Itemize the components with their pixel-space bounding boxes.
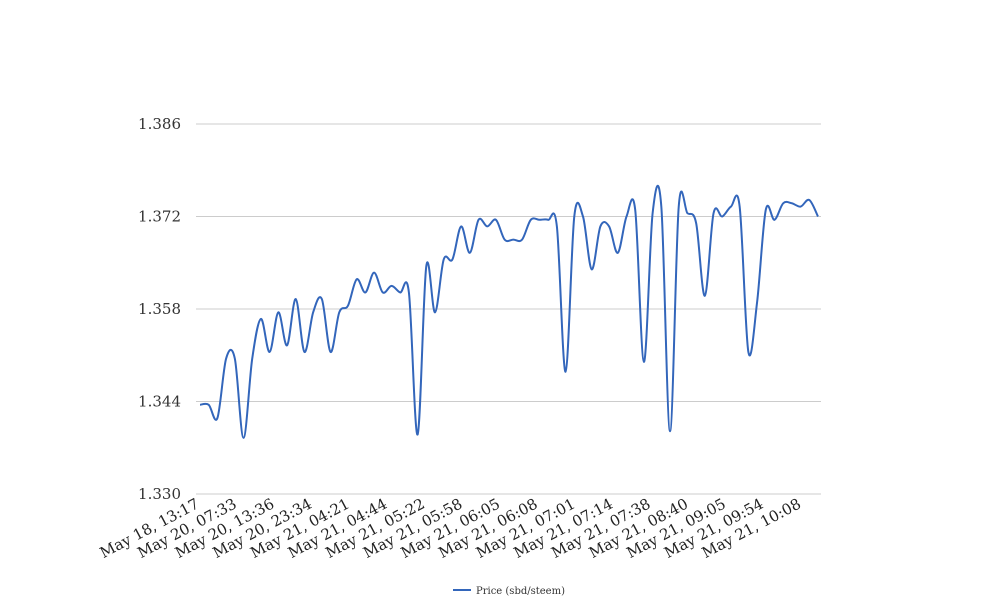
data-point[interactable] [233, 357, 237, 361]
y-tick-label: 1.372 [138, 208, 181, 226]
data-point[interactable] [285, 343, 289, 347]
data-point[interactable] [616, 251, 620, 255]
y-axis-ticks: 1.386 1.372 1.358 1.344 1.330 [138, 115, 181, 503]
data-point[interactable] [207, 403, 211, 407]
y-tick-label: 1.330 [138, 485, 181, 503]
data-point[interactable] [790, 201, 794, 205]
data-point[interactable] [677, 205, 681, 209]
data-point[interactable] [642, 360, 646, 364]
data-point[interactable] [581, 215, 585, 219]
data-point[interactable] [781, 201, 785, 205]
data-point[interactable] [694, 221, 698, 225]
data-point[interactable] [320, 297, 324, 301]
data-point[interactable] [520, 238, 524, 242]
data-point[interactable] [685, 211, 689, 215]
series-line [199, 184, 819, 439]
data-point[interactable] [337, 310, 341, 314]
data-point[interactable] [276, 310, 280, 314]
y-tick-label: 1.386 [138, 115, 181, 133]
data-point[interactable] [363, 290, 367, 294]
data-point[interactable] [772, 218, 776, 222]
data-point[interactable] [459, 224, 463, 228]
data-point[interactable] [564, 370, 568, 374]
data-point[interactable] [433, 310, 437, 314]
data-point[interactable] [746, 350, 750, 354]
grid-lines [196, 123, 821, 495]
data-point[interactable] [259, 317, 263, 321]
data-point[interactable] [355, 277, 359, 281]
data-point[interactable] [346, 304, 350, 308]
data-point[interactable] [198, 403, 202, 407]
series-layer [198, 184, 820, 440]
data-point[interactable] [607, 224, 611, 228]
data-point[interactable] [712, 211, 716, 215]
data-point[interactable] [598, 224, 602, 228]
data-point[interactable] [546, 218, 550, 222]
data-point[interactable] [572, 215, 576, 219]
data-point[interactable] [477, 218, 481, 222]
data-point[interactable] [268, 350, 272, 354]
data-point[interactable] [511, 238, 515, 242]
data-point[interactable] [389, 284, 393, 288]
legend-label: Price (sbd/steem) [476, 586, 565, 597]
data-point[interactable] [729, 205, 733, 209]
data-point[interactable] [372, 271, 376, 275]
data-point[interactable] [424, 264, 428, 268]
data-point[interactable] [738, 205, 742, 209]
data-point[interactable] [537, 218, 541, 222]
data-point[interactable] [329, 350, 333, 354]
data-point[interactable] [503, 238, 507, 242]
data-point[interactable] [625, 215, 629, 219]
data-point[interactable] [590, 267, 594, 271]
data-point[interactable] [468, 251, 472, 255]
data-point[interactable] [407, 290, 411, 294]
data-point[interactable] [807, 198, 811, 202]
data-point[interactable] [494, 218, 498, 222]
data-point[interactable] [242, 436, 246, 440]
data-point[interactable] [816, 215, 820, 219]
data-point[interactable] [668, 429, 672, 433]
data-point[interactable] [416, 433, 420, 437]
data-point[interactable] [311, 310, 315, 314]
y-tick-label: 1.344 [138, 393, 181, 411]
data-point[interactable] [633, 208, 637, 212]
data-point[interactable] [485, 224, 489, 228]
data-point[interactable] [450, 257, 454, 261]
data-point[interactable] [651, 211, 655, 215]
data-point[interactable] [442, 257, 446, 261]
y-tick-label: 1.358 [138, 300, 181, 318]
data-point[interactable] [294, 297, 298, 301]
data-point[interactable] [764, 208, 768, 212]
data-point[interactable] [398, 290, 402, 294]
data-point[interactable] [703, 294, 707, 298]
data-point[interactable] [720, 215, 724, 219]
data-point[interactable] [755, 300, 759, 304]
data-point[interactable] [250, 357, 254, 361]
data-point[interactable] [659, 205, 663, 209]
data-point[interactable] [302, 350, 306, 354]
data-point[interactable] [215, 416, 219, 420]
data-point[interactable] [555, 224, 559, 228]
data-point[interactable] [799, 205, 803, 209]
data-point[interactable] [381, 290, 385, 294]
data-point[interactable] [224, 357, 228, 361]
legend[interactable]: Price (sbd/steem) [453, 586, 565, 597]
data-point[interactable] [529, 218, 533, 222]
